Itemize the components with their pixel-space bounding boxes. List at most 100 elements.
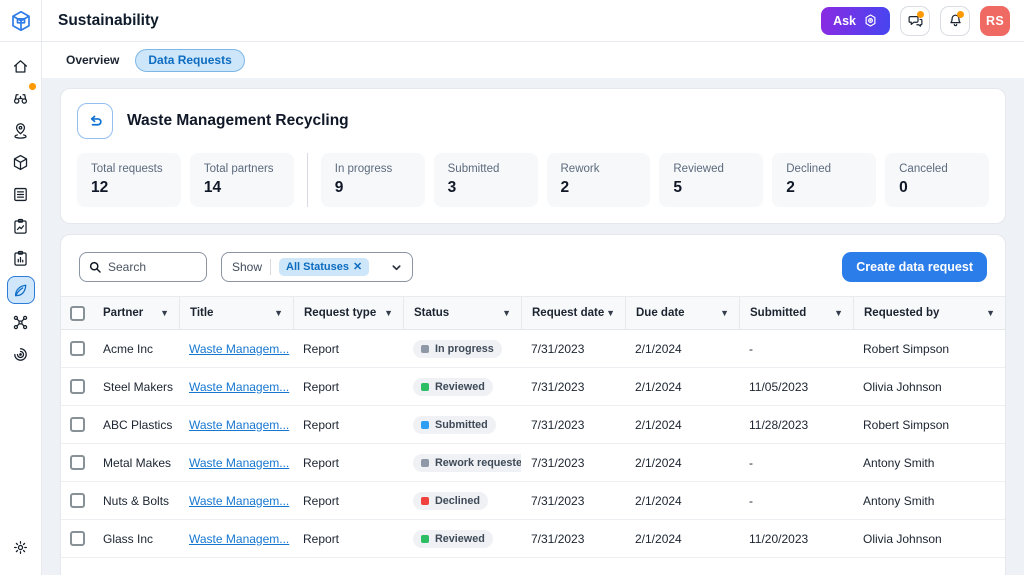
show-label: Show xyxy=(232,260,263,274)
status-badge: Reviewed xyxy=(413,377,493,396)
column-header-requested-by[interactable]: Requested by ▼ xyxy=(853,297,1005,329)
status-cell: Submitted xyxy=(403,415,521,434)
ask-button[interactable]: Ask xyxy=(821,6,890,35)
sidebar-item-location-pin[interactable] xyxy=(7,116,35,144)
filter-chip-all-statuses[interactable]: All Statuses ✕ xyxy=(279,258,370,276)
chip-close-icon[interactable]: ✕ xyxy=(353,261,363,273)
sort-caret-icon[interactable]: ▼ xyxy=(502,308,511,318)
column-header-title[interactable]: Title ▼ xyxy=(179,297,293,329)
submitted-cell: - xyxy=(749,455,753,470)
stats-divider xyxy=(306,153,308,207)
column-header-label: Status xyxy=(414,307,450,319)
column-header-label: Request date xyxy=(532,307,605,319)
title-link[interactable]: Waste Managem... xyxy=(189,379,290,394)
sidebar-item-drone[interactable] xyxy=(7,308,35,336)
due-date-cell: 2/1/2024 xyxy=(635,341,682,356)
status-filter-dropdown[interactable]: Show All Statuses ✕ xyxy=(221,252,413,282)
request-date-cell: 7/31/2023 xyxy=(531,455,585,470)
status-cell: Rework requested xyxy=(403,453,521,472)
app-logo[interactable] xyxy=(0,0,42,42)
user-avatar[interactable]: RS xyxy=(980,5,1010,36)
sidebar-item-document-list[interactable] xyxy=(7,180,35,208)
column-header-request-date[interactable]: Request date ▼ xyxy=(521,297,625,329)
requested-by-cell: Olivia Johnson xyxy=(863,531,942,546)
column-header-status[interactable]: Status ▼ xyxy=(403,297,521,329)
sidebar-item-gear[interactable] xyxy=(7,533,35,561)
sort-caret-icon[interactable]: ▼ xyxy=(986,308,995,318)
title-link[interactable]: Waste Managem... xyxy=(189,531,290,546)
due-date-cell: 2/1/2024 xyxy=(635,455,682,470)
column-header-label: Title xyxy=(190,307,214,319)
submitted-cell: - xyxy=(749,341,753,356)
feedback-badge-dot xyxy=(917,10,924,18)
column-header-submitted[interactable]: Submitted ▼ xyxy=(739,297,853,329)
sidebar-item-clipboard-trend[interactable] xyxy=(7,212,35,240)
page-title: Sustainability xyxy=(58,11,159,29)
tab-data-requests[interactable]: Data Requests xyxy=(135,48,245,72)
row-checkbox[interactable] xyxy=(69,379,85,394)
status-badge: Reviewed xyxy=(413,529,493,548)
chat-icon xyxy=(908,16,922,27)
tab-overview[interactable]: Overview xyxy=(66,53,120,67)
sort-caret-icon[interactable]: ▼ xyxy=(384,308,393,318)
sidebar-item-clipboard-chart[interactable] xyxy=(7,244,35,272)
row-checkbox[interactable] xyxy=(69,455,85,470)
request-date-cell: 7/31/2023 xyxy=(531,531,585,546)
column-header-request-type[interactable]: Request type ▼ xyxy=(293,297,403,329)
search-wrap xyxy=(79,252,207,282)
sort-caret-icon[interactable]: ▼ xyxy=(834,308,843,318)
table-body: Acme Inc Waste Managem... Report In prog… xyxy=(61,330,1005,558)
title-cell: Waste Managem... xyxy=(179,532,293,546)
notifications-button[interactable] xyxy=(940,5,970,36)
partner-cell: Nuts & Bolts xyxy=(103,493,170,508)
sidebar-item-package[interactable] xyxy=(7,148,35,176)
row-checkbox[interactable] xyxy=(69,531,85,546)
row-checkbox[interactable] xyxy=(69,493,85,508)
sidebar-badge-dot xyxy=(29,83,36,90)
sidebar-item-target[interactable] xyxy=(7,340,35,368)
title-link[interactable]: Waste Managem... xyxy=(189,341,290,356)
status-badge-label: Declined xyxy=(435,494,481,507)
row-checkbox[interactable] xyxy=(69,341,85,356)
status-color-square xyxy=(421,344,429,353)
column-header-label: Requested by xyxy=(864,307,940,319)
partner-cell: Acme Inc xyxy=(103,341,154,356)
chevron-down-icon xyxy=(391,262,402,273)
status-badge: Rework requested xyxy=(413,453,521,472)
recycle-icon xyxy=(77,103,113,139)
request-type-cell: Report xyxy=(303,493,340,508)
requested-by-cell: Robert Simpson xyxy=(863,341,950,356)
stat-value: 0 xyxy=(899,179,908,196)
title-link[interactable]: Waste Managem... xyxy=(189,417,290,432)
select-all-checkbox[interactable] xyxy=(69,305,85,321)
submitted-cell: 11/28/2023 xyxy=(749,417,809,432)
sort-caret-icon[interactable]: ▼ xyxy=(160,308,169,318)
sidebar-item-home[interactable] xyxy=(7,52,35,80)
summary-card: Waste Management Recycling Total request… xyxy=(60,88,1006,224)
due-date-cell: 2/1/2024 xyxy=(635,417,682,432)
title-link[interactable]: Waste Managem... xyxy=(189,493,290,508)
table-row: ABC Plastics Waste Managem... Report Sub… xyxy=(61,406,1005,444)
status-color-square xyxy=(421,420,429,429)
status-color-square xyxy=(421,382,429,391)
feedback-button[interactable] xyxy=(900,5,930,36)
row-checkbox-cell xyxy=(61,493,93,508)
sort-caret-icon[interactable]: ▼ xyxy=(606,308,615,318)
column-header-partner[interactable]: Partner ▼ xyxy=(93,297,179,329)
search-icon xyxy=(89,261,101,273)
sidebar-item-leaf[interactable] xyxy=(6,276,35,304)
create-data-request-button[interactable]: Create data request xyxy=(842,252,987,282)
column-header-due-date[interactable]: Due date ▼ xyxy=(625,297,739,329)
search-input[interactable] xyxy=(79,252,207,282)
row-checkbox[interactable] xyxy=(69,417,85,432)
header-actions: Ask RS xyxy=(821,5,1010,36)
title-cell: Waste Managem... xyxy=(179,380,293,394)
title-link[interactable]: Waste Managem... xyxy=(189,455,290,470)
stat-value: 14 xyxy=(203,179,222,196)
sort-caret-icon[interactable]: ▼ xyxy=(274,308,283,318)
stat-label: Submitted xyxy=(447,163,500,175)
sidebar-item-binoculars[interactable] xyxy=(7,83,36,112)
main-area: Overview Data Requests Waste Management … xyxy=(42,42,1024,575)
sort-caret-icon[interactable]: ▼ xyxy=(720,308,729,318)
stat-label: Canceled xyxy=(899,163,948,175)
